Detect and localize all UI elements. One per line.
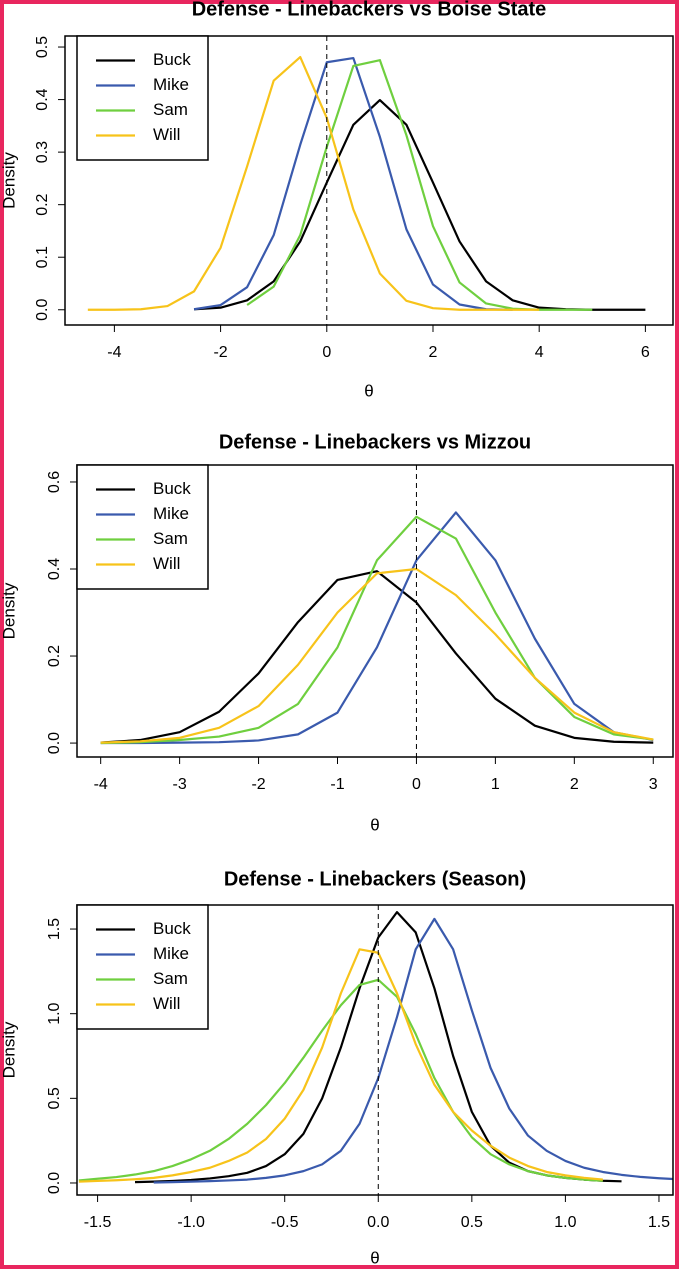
x-tick-label: -3 xyxy=(173,776,187,793)
y-tick-label: 0.0 xyxy=(46,732,63,754)
x-tick-label: 1 xyxy=(491,776,500,793)
density-line xyxy=(87,55,540,311)
legend-label: Buck xyxy=(153,50,191,69)
x-tick-label: 2 xyxy=(429,344,438,361)
y-tick-label: 0.1 xyxy=(34,246,51,268)
legend-label: Mike xyxy=(153,75,189,94)
plot-frame xyxy=(76,464,674,758)
y-tick-label: 0.0 xyxy=(46,1172,63,1194)
x-tick-label: -1.0 xyxy=(177,1214,205,1231)
legend-label: Buck xyxy=(153,479,191,498)
x-tick-label: -4 xyxy=(107,344,121,361)
density-line xyxy=(193,56,513,311)
density-line xyxy=(100,515,654,745)
y-tick-label: 0.3 xyxy=(34,141,51,163)
y-axis-label: Density xyxy=(0,582,18,639)
x-tick-label: 6 xyxy=(641,344,650,361)
legend: Buck Mike Sam Will xyxy=(76,35,209,161)
x-tick-label: 1.5 xyxy=(648,1214,670,1231)
density-line xyxy=(100,567,654,744)
legend: Buck Mike Sam Will xyxy=(76,464,209,590)
y-tick-label: 1.5 xyxy=(46,918,63,940)
y-tick-label: 0.5 xyxy=(34,36,51,58)
density-line xyxy=(193,99,646,311)
y-tick-label: 0.6 xyxy=(46,471,63,493)
y-tick-label: 0.2 xyxy=(46,645,63,667)
y-tick-label: 0.2 xyxy=(34,193,51,215)
x-axis-label: θ xyxy=(370,1248,379,1267)
x-tick-label: 3 xyxy=(649,776,658,793)
legend-box xyxy=(76,904,209,1030)
x-axis-label: θ xyxy=(364,381,373,400)
x-tick-label: 0.0 xyxy=(367,1214,389,1231)
legend-label: Sam xyxy=(153,529,188,548)
legend-label: Will xyxy=(153,125,180,144)
x-tick-label: 2 xyxy=(570,776,579,793)
x-tick-label: 4 xyxy=(535,344,544,361)
legend-label: Buck xyxy=(153,919,191,938)
density-line xyxy=(100,511,654,745)
x-tick-label: -1 xyxy=(330,776,344,793)
x-axis-label: θ xyxy=(370,815,379,834)
chart-title: Defense - Linebackers (Season) xyxy=(224,868,526,890)
x-tick-label: -2 xyxy=(251,776,265,793)
x-tick-label: -2 xyxy=(213,344,227,361)
plot-lines xyxy=(87,55,646,311)
y-tick-label: 0.4 xyxy=(34,88,51,110)
legend-label: Sam xyxy=(153,969,188,988)
x-tick-label: 0 xyxy=(322,344,331,361)
density-line xyxy=(153,917,673,1184)
legend-label: Mike xyxy=(153,944,189,963)
legend-label: Will xyxy=(153,994,180,1013)
x-tick-label: 0.5 xyxy=(461,1214,483,1231)
x-tick-label: 1.0 xyxy=(554,1214,576,1231)
legend: Buck Mike Sam Will xyxy=(76,904,209,1030)
y-tick-label: 0.0 xyxy=(34,299,51,321)
y-axis-label: Density xyxy=(0,152,18,209)
legend-label: Mike xyxy=(153,504,189,523)
x-tick-label: -0.5 xyxy=(271,1214,299,1231)
plot-frame xyxy=(76,904,674,1196)
legend-label: Will xyxy=(153,554,180,573)
plot-frame xyxy=(64,35,674,326)
x-tick-label: -1.5 xyxy=(84,1214,112,1231)
plot-lines xyxy=(78,911,673,1184)
y-axis-label: Density xyxy=(0,1021,18,1078)
y-tick-label: 0.5 xyxy=(46,1087,63,1109)
density-line xyxy=(100,570,654,744)
legend-box xyxy=(76,35,209,161)
density-line xyxy=(246,59,593,311)
chart-title: Defense - Linebackers vs Boise State xyxy=(192,0,547,20)
x-tick-label: -4 xyxy=(94,776,108,793)
density-line xyxy=(78,948,603,1183)
plot-lines xyxy=(100,511,654,745)
y-tick-label: 0.4 xyxy=(46,558,63,580)
density-line xyxy=(78,978,603,1182)
x-tick-label: 0 xyxy=(412,776,421,793)
legend-label: Sam xyxy=(153,100,188,119)
y-tick-label: 1.0 xyxy=(46,1002,63,1024)
legend-box xyxy=(76,464,209,590)
chart-title: Defense - Linebackers vs Mizzou xyxy=(219,431,531,453)
